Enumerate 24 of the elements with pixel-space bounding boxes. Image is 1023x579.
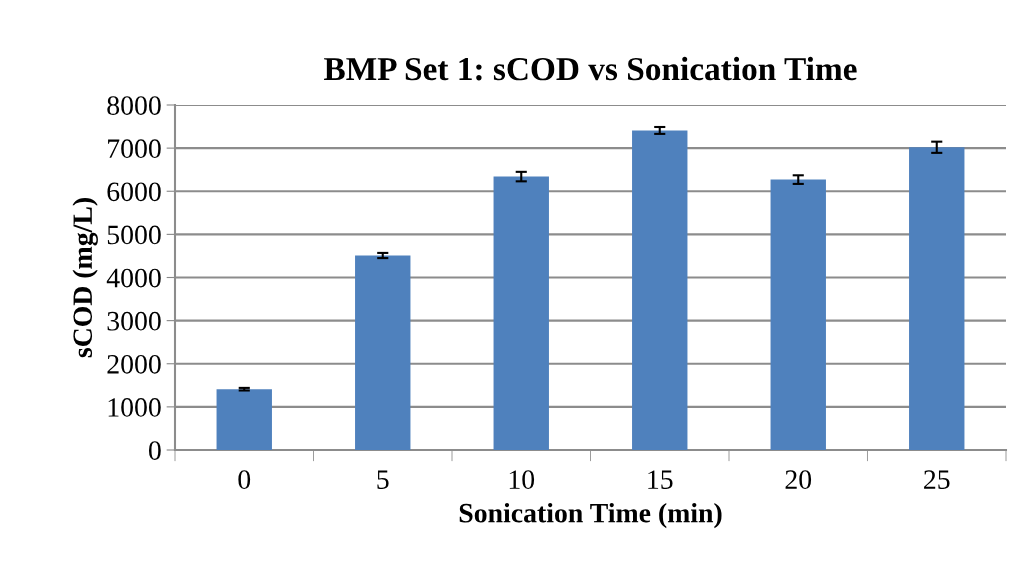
y-tick-label: 7000 [108,139,161,159]
x-tick-label: 0 [238,470,251,489]
x-tick-label: 20 [785,470,812,489]
x-tick-label: 10 [509,470,535,489]
x-tick-label: 5 [377,470,389,489]
y-tick-label: 4000 [106,268,161,288]
y-tick-label: 6000 [107,182,161,202]
y-tick-label: 1000 [108,398,161,417]
bar [770,179,826,450]
y-tick-label: 0 [148,441,161,460]
x-axis-title: Sonication Time (min) [459,502,722,529]
y-tick-label: 3000 [107,311,161,331]
bar [632,130,688,450]
x-tick-label: 25 [924,470,950,489]
chart-title: BMP Set 1: sCOD vs Sonication Time [324,56,857,81]
y-tick-label: 5000 [107,225,161,245]
bar [355,255,411,450]
y-tick-label: 2000 [107,354,161,374]
bar [216,389,272,450]
y-tick-label: 8000 [107,96,161,115]
x-tick-label: 15 [648,470,673,489]
bar [909,147,965,450]
bar [493,176,549,450]
y-axis-title: sCOD (mg/L) [72,198,98,358]
